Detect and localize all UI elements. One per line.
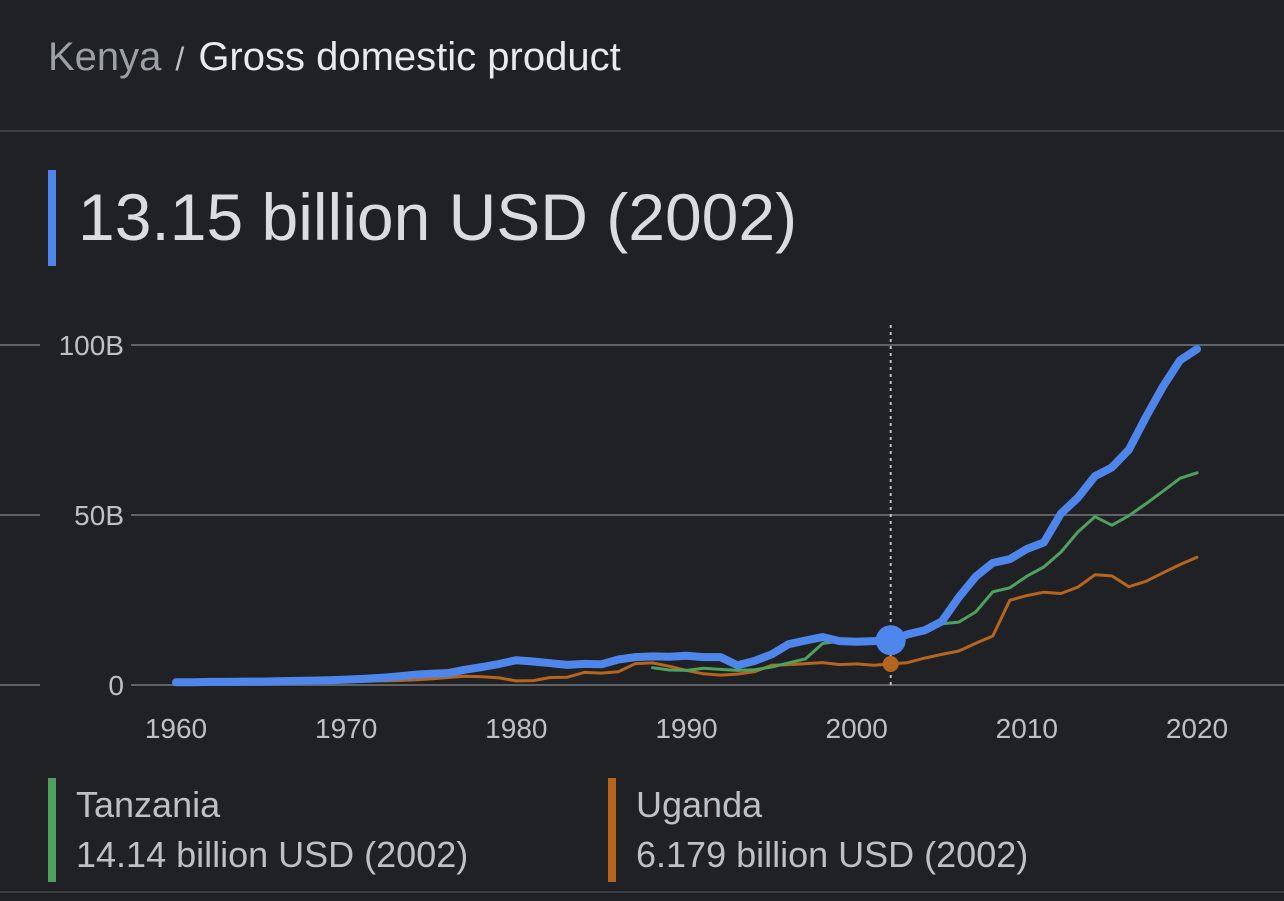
headline-value-text: 13.15 billion USD (2002) [78, 180, 798, 254]
x-tick-label-2010: 2010 [996, 713, 1058, 744]
x-tick-label-1960: 1960 [145, 713, 207, 744]
legend-color-bar-uganda [608, 778, 616, 882]
x-tick-label-2020: 2020 [1166, 713, 1228, 744]
header-divider [0, 130, 1284, 132]
y-tick-label-0: 0 [108, 670, 124, 701]
legend-name-uganda: Uganda [636, 784, 763, 825]
series-line-kenya[interactable] [172, 345, 1201, 687]
breadcrumb-country-link[interactable]: Kenya [48, 35, 162, 79]
x-tick-label-1990: 1990 [655, 713, 717, 744]
legend-color-bar-tanzania [48, 778, 56, 882]
breadcrumb-separator: / [175, 41, 185, 77]
highlight-point-uganda [882, 655, 899, 672]
footer-divider [0, 891, 1284, 893]
y-tick-label-100B: 100B [59, 330, 124, 361]
headline-color-bar [48, 170, 56, 266]
x-tick-label-1970: 1970 [315, 713, 377, 744]
x-tick-label-2000: 2000 [826, 713, 888, 744]
series-line-tanzania[interactable] [651, 471, 1199, 672]
legend-value-uganda: 6.179 billion USD (2002) [636, 834, 1029, 875]
legend-name-tanzania: Tanzania [76, 784, 221, 825]
gdp-line-chart[interactable]: 0 50B 100B 1960 1970 1980 1990 2000 2010 2020 [0, 300, 1284, 760]
legend-value-tanzania: 14.14 billion USD (2002) [76, 834, 469, 875]
series-line-uganda[interactable] [174, 555, 1199, 686]
page-title: Gross domestic product [198, 35, 621, 79]
highlight-point-kenya [875, 625, 906, 656]
breadcrumb: Kenya / Gross domestic product [48, 34, 621, 82]
y-tick-label-50B: 50B [74, 500, 124, 531]
x-tick-label-1980: 1980 [485, 713, 547, 744]
